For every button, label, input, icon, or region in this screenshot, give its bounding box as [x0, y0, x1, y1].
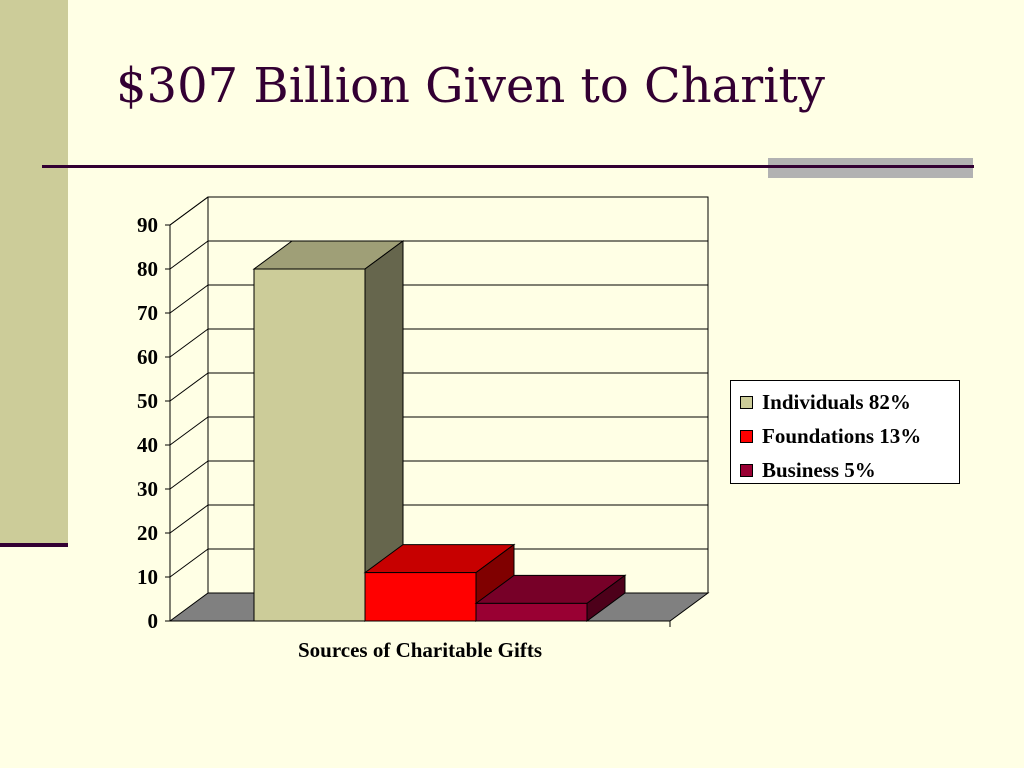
gridline-side	[169, 240, 209, 270]
y-tick-label: 60	[137, 345, 158, 369]
gridline-side	[169, 460, 209, 490]
left-accent-underline	[0, 543, 68, 547]
gridline-side	[169, 416, 209, 446]
y-tick-label: 10	[137, 565, 158, 589]
legend-swatch-business	[740, 463, 753, 477]
bar-foundations	[364, 572, 477, 622]
gridline-side	[169, 196, 209, 226]
y-tick-label: 40	[137, 433, 158, 457]
left-accent-bar	[0, 0, 68, 544]
legend-item-individuals: Individuals 82%	[740, 390, 911, 414]
legend-swatch-foundations	[740, 429, 753, 443]
y-tick-label: 30	[137, 477, 158, 501]
title-accent-block-top	[768, 158, 973, 165]
y-tick-label: 0	[148, 609, 159, 633]
chart-legend: Individuals 82% Foundations 13% Business…	[730, 380, 960, 484]
legend-label-foundations: Foundations 13%	[762, 423, 922, 448]
y-tick-label: 20	[137, 521, 158, 545]
gridline-side	[169, 548, 209, 578]
legend-label-individuals: Individuals 82%	[762, 389, 911, 414]
x-axis-label: Sources of Charitable Gifts	[298, 638, 542, 662]
gridline-side	[169, 504, 209, 534]
slide-title: $307 Billion Given to Charity	[116, 58, 825, 114]
gridline-side	[169, 284, 209, 314]
legend-item-foundations: Foundations 13%	[740, 424, 921, 448]
y-tick-label: 50	[137, 389, 158, 413]
y-tick-label: 80	[137, 257, 158, 281]
title-rule	[42, 165, 974, 168]
legend-item-business: Business 5%	[740, 458, 876, 482]
bar-individuals	[253, 268, 366, 622]
y-tick-label: 70	[137, 301, 158, 325]
y-tick-label: 90	[137, 213, 158, 237]
title-accent-block-bottom	[768, 168, 973, 178]
legend-label-business: Business 5%	[762, 457, 876, 482]
bar-business	[475, 602, 588, 622]
gridline-side	[169, 328, 209, 358]
gridline-side	[169, 372, 209, 402]
legend-swatch-individuals	[740, 395, 753, 409]
